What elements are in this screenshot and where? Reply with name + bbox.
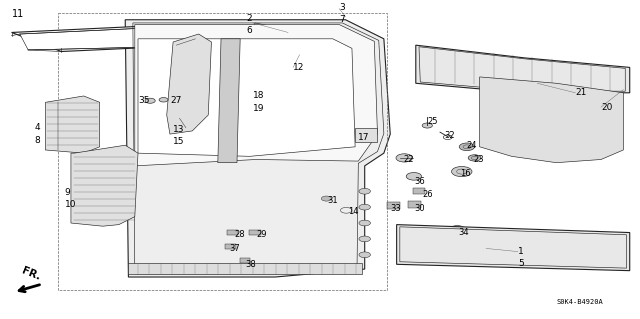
Bar [408, 201, 421, 208]
Polygon shape [45, 96, 100, 153]
Text: 34: 34 [458, 228, 468, 237]
Text: 11: 11 [12, 9, 24, 19]
Circle shape [359, 236, 371, 242]
Text: 17: 17 [358, 133, 370, 142]
Polygon shape [255, 45, 320, 115]
Polygon shape [20, 28, 191, 50]
Circle shape [584, 107, 605, 117]
Polygon shape [252, 23, 371, 55]
Polygon shape [125, 20, 390, 277]
Circle shape [359, 252, 371, 258]
Text: 16: 16 [461, 169, 471, 178]
Circle shape [515, 117, 534, 126]
Polygon shape [71, 145, 138, 226]
Text: 33: 33 [390, 204, 401, 213]
Polygon shape [12, 26, 198, 51]
Text: 37: 37 [229, 244, 240, 253]
Text: 38: 38 [245, 260, 256, 269]
Text: 24: 24 [467, 141, 477, 150]
Text: 12: 12 [293, 63, 305, 72]
Circle shape [450, 226, 465, 233]
Text: 31: 31 [327, 196, 338, 205]
Text: 29: 29 [256, 230, 267, 239]
Text: 22: 22 [403, 155, 413, 164]
Circle shape [460, 143, 474, 151]
Bar [413, 188, 426, 195]
Bar [225, 244, 236, 249]
Circle shape [422, 123, 433, 128]
Text: 20: 20 [601, 103, 612, 112]
Polygon shape [167, 34, 211, 134]
Circle shape [359, 220, 371, 226]
Text: 14: 14 [348, 207, 358, 216]
Text: 23: 23 [473, 155, 484, 164]
Text: 27: 27 [170, 96, 181, 105]
Text: 15: 15 [173, 137, 184, 146]
Text: 32: 32 [445, 131, 455, 140]
Text: 10: 10 [65, 200, 76, 209]
Text: 5: 5 [518, 259, 524, 268]
Text: 1: 1 [518, 247, 524, 256]
Circle shape [159, 98, 168, 102]
Text: 18: 18 [253, 92, 264, 100]
Text: 2: 2 [246, 14, 252, 23]
Circle shape [489, 126, 508, 136]
Text: 6: 6 [246, 26, 252, 35]
Text: 21: 21 [575, 88, 587, 97]
Polygon shape [135, 25, 378, 166]
Circle shape [145, 98, 156, 103]
Circle shape [406, 173, 422, 180]
Circle shape [566, 126, 585, 136]
Text: S0K4-B4920A: S0K4-B4920A [556, 299, 603, 305]
Polygon shape [218, 39, 240, 163]
Text: 13: 13 [173, 125, 184, 134]
Circle shape [359, 204, 371, 210]
Text: 19: 19 [253, 104, 264, 113]
Text: 25: 25 [428, 117, 438, 126]
Polygon shape [479, 77, 623, 163]
Circle shape [468, 155, 481, 161]
Circle shape [557, 113, 580, 124]
Circle shape [532, 103, 555, 115]
Text: FR.: FR. [20, 265, 42, 282]
Circle shape [396, 154, 413, 162]
Circle shape [321, 196, 332, 201]
Circle shape [452, 167, 472, 177]
Polygon shape [416, 45, 630, 93]
Text: 30: 30 [414, 204, 424, 212]
Polygon shape [138, 39, 355, 156]
Circle shape [541, 138, 558, 146]
Bar [240, 258, 250, 263]
Text: 26: 26 [422, 190, 433, 199]
Text: 3: 3 [339, 3, 345, 11]
Bar [387, 202, 400, 209]
Polygon shape [355, 128, 378, 142]
Polygon shape [397, 225, 630, 271]
Text: 36: 36 [415, 177, 425, 186]
Polygon shape [129, 263, 362, 274]
Text: 9: 9 [65, 188, 70, 197]
Text: 7: 7 [339, 15, 345, 24]
Bar [249, 230, 260, 235]
Text: 4: 4 [35, 123, 40, 132]
Polygon shape [278, 41, 320, 64]
Circle shape [492, 96, 518, 109]
Text: 8: 8 [35, 136, 40, 145]
Text: 28: 28 [234, 230, 245, 239]
Text: 35: 35 [138, 96, 150, 105]
Circle shape [359, 189, 371, 194]
Bar [227, 230, 238, 235]
